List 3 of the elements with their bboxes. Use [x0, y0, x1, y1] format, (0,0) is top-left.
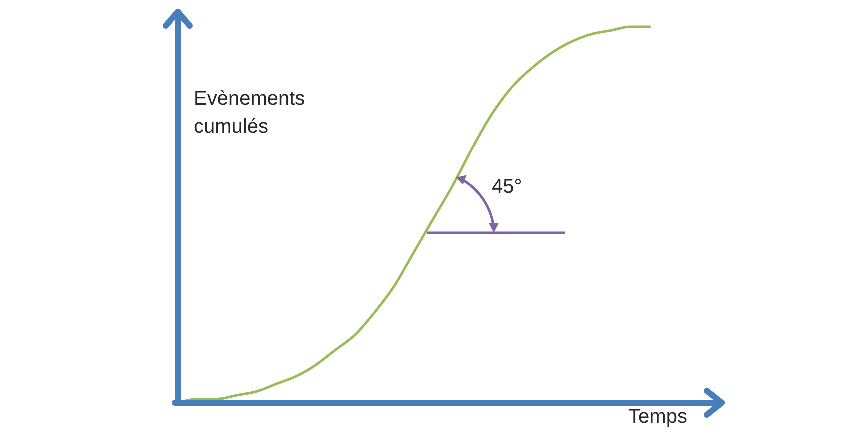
annotation: 45° — [492, 176, 522, 198]
x-axis-title: Temps — [628, 406, 688, 428]
y-axis-title: Evènements cumulés — [194, 88, 306, 138]
